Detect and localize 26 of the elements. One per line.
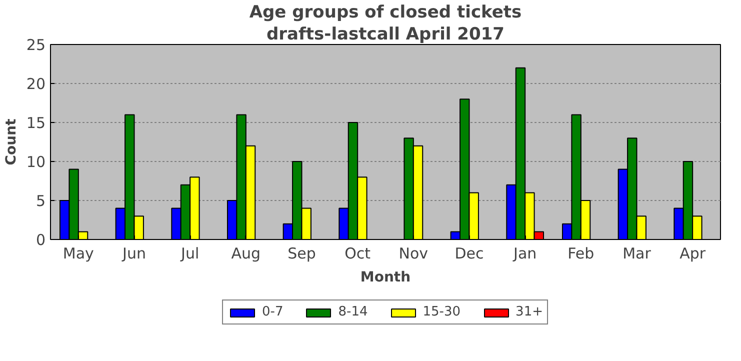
chart-subtitle: drafts-lastcall April 2017	[266, 24, 504, 44]
legend-label: 15-30	[422, 304, 461, 320]
x-tick-label: Apr	[680, 244, 706, 262]
legend-label: 8-14	[338, 304, 368, 320]
x-tick-label: Dec	[454, 244, 484, 262]
y-tick-label: 20	[26, 75, 46, 93]
x-tick-label: Aug	[231, 244, 261, 262]
x-tick-label: May	[62, 244, 94, 262]
x-tick-label: Jul	[180, 244, 200, 262]
y-tick-label: 25	[26, 36, 46, 54]
x-tick-label: Nov	[398, 244, 428, 262]
y-axis-title: Count	[3, 118, 20, 166]
x-tick-label: Jun	[122, 244, 146, 262]
x-tick-label: Mar	[622, 244, 652, 262]
legend-label: 31+	[516, 304, 543, 320]
y-tick-label: 10	[26, 153, 46, 171]
y-tick-label: 0	[36, 231, 46, 249]
y-tick-label: 5	[36, 192, 46, 210]
chart-title: Age groups of closed tickets	[249, 2, 522, 22]
x-tick-label: Sep	[288, 244, 316, 262]
y-tick-label: 15	[26, 114, 46, 132]
x-tick-label: Feb	[568, 244, 594, 262]
x-axis-title: Month	[360, 270, 411, 286]
x-tick-label: Jan	[512, 244, 537, 262]
x-tick-label: Oct	[344, 244, 371, 262]
legend-label: 0-7	[262, 304, 284, 320]
